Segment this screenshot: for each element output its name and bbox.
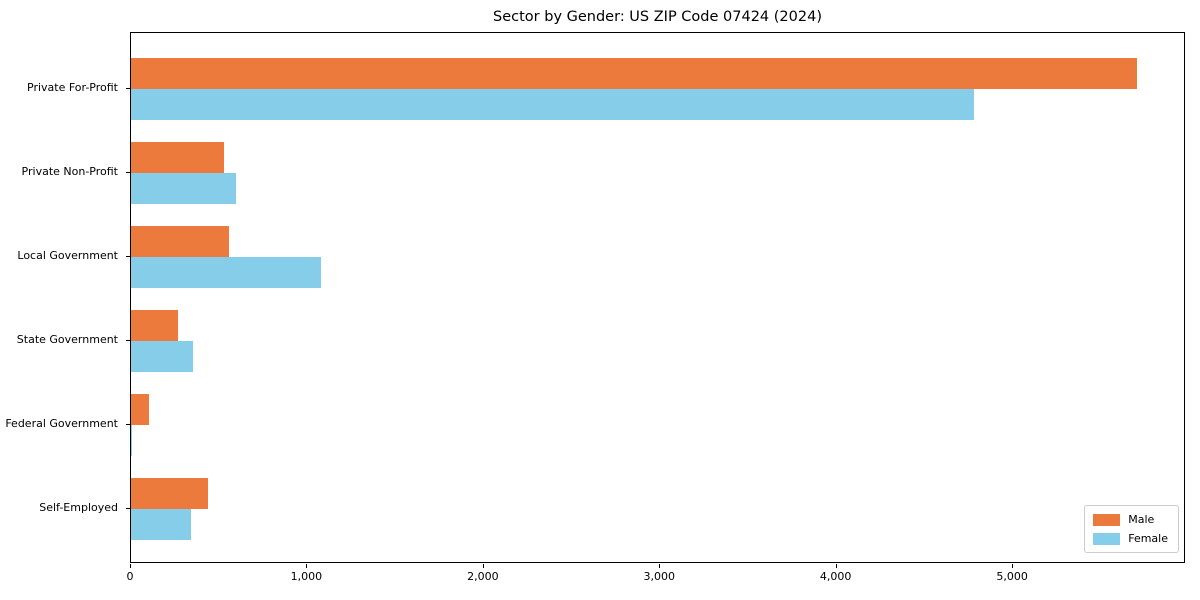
legend-entry-female: Female — [1093, 532, 1168, 545]
female-legend-swatch — [1093, 532, 1121, 545]
xtick-label-4000: 4,000 — [819, 570, 852, 583]
ytick-label-self-employed: Self-Employed — [39, 501, 118, 514]
chart-title: Sector by Gender: US ZIP Code 07424 (202… — [493, 9, 822, 25]
ytick-label-federal-government: Federal Government — [5, 417, 118, 430]
female-legend-label: Female — [1128, 532, 1168, 545]
xtick-label-3000: 3,000 — [643, 570, 676, 583]
bar-male-self-employed — [131, 478, 209, 509]
bar-male-state-government — [131, 310, 178, 341]
xtick-mark — [482, 564, 484, 568]
xtick-mark — [1012, 564, 1014, 568]
ytick-label-local-government: Local Government — [17, 249, 118, 262]
xtick-label-1000: 1,000 — [290, 570, 323, 583]
bar-male-private-non-profit — [131, 142, 224, 173]
male-legend-swatch — [1093, 513, 1121, 526]
ytick-mark — [126, 88, 130, 89]
ytick-mark — [126, 340, 130, 341]
bar-female-local-government — [131, 257, 321, 288]
bar-male-federal-government — [131, 394, 149, 425]
xtick-label-2000: 2,000 — [467, 570, 499, 583]
legend-entry-male: Male — [1093, 513, 1168, 526]
plot-area: Male Female — [130, 32, 1185, 563]
ytick-label-private-for-profit: Private For-Profit — [27, 81, 118, 94]
xtick-label-0: 0 — [126, 570, 134, 583]
xtick-mark — [130, 564, 131, 568]
ytick-mark — [126, 256, 130, 257]
xtick-label-5000: 5,000 — [996, 570, 1028, 583]
xtick-mark — [659, 564, 661, 568]
bar-male-local-government — [131, 226, 230, 257]
ytick-label-private-non-profit: Private Non-Profit — [21, 165, 118, 178]
xtick-mark — [306, 564, 308, 568]
xtick-mark — [835, 564, 837, 568]
bar-male-private-for-profit — [131, 58, 1137, 89]
ytick-mark — [126, 172, 130, 173]
legend: Male Female — [1084, 505, 1179, 553]
male-legend-label: Male — [1128, 513, 1155, 526]
bar-female-state-government — [131, 341, 193, 372]
bar-female-private-non-profit — [131, 173, 237, 204]
ytick-label-state-government: State Government — [16, 333, 118, 346]
ytick-mark — [126, 508, 130, 509]
bar-female-federal-government — [131, 425, 132, 456]
bar-female-private-for-profit — [131, 89, 975, 120]
ytick-mark — [126, 424, 130, 425]
bar-female-self-employed — [131, 509, 191, 540]
